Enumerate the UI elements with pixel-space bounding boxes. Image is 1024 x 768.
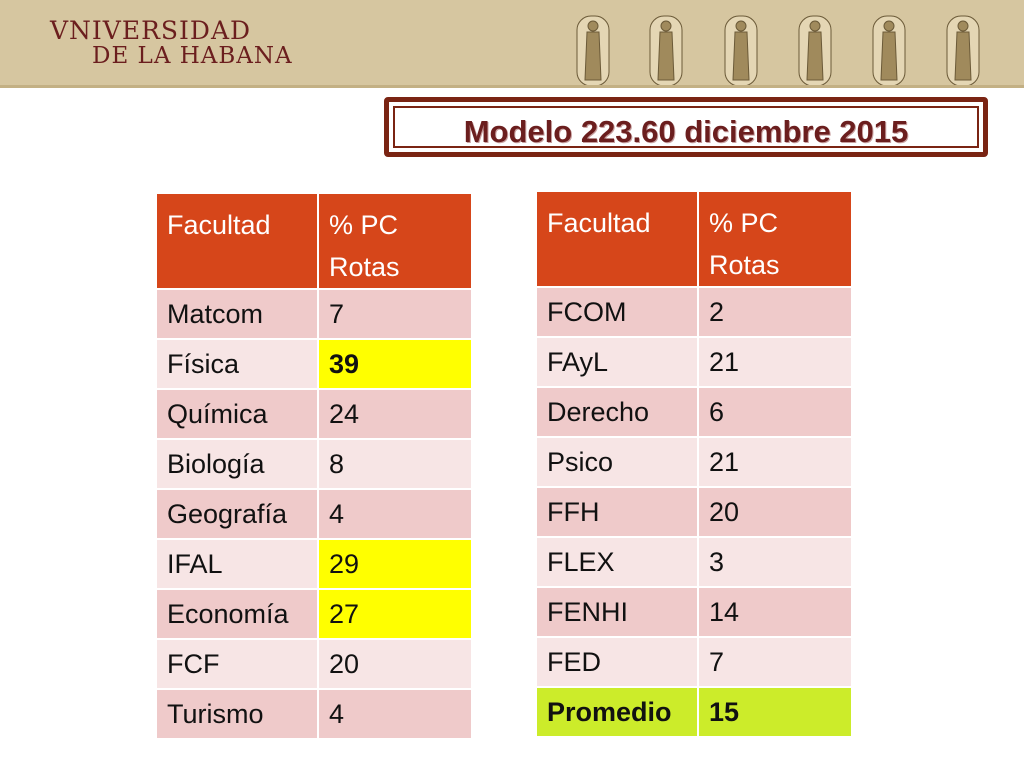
cell-value-highlighted: 39: [317, 338, 473, 390]
header-facultad: Facultad: [535, 190, 699, 288]
cell-facultad: Derecho: [535, 386, 699, 438]
cell-value: 20: [317, 638, 473, 690]
header-pc-rotas: % PC Rotas: [317, 192, 473, 290]
cell-value: 4: [317, 688, 473, 740]
table-left: Facultad % PC Rotas Matcom 7 Física 39 Qu…: [155, 192, 473, 740]
table-row: Turismo 4: [155, 688, 473, 740]
table-row: FLEX 3: [535, 536, 853, 588]
table-right: Facultad % PC Rotas FCOM 2 FAyL 21 Derech…: [535, 190, 853, 738]
table-row: Biología 8: [155, 438, 473, 490]
cell-facultad: IFAL: [155, 538, 319, 590]
cell-value-highlighted: 29: [317, 538, 473, 590]
cell-promedio-label: Promedio: [535, 686, 699, 738]
cell-value: 14: [697, 586, 853, 638]
table-row: Derecho 6: [535, 386, 853, 438]
cell-facultad: Biología: [155, 438, 319, 490]
table-row: FED 7: [535, 636, 853, 688]
cell-facultad: FED: [535, 636, 699, 688]
cell-value: 21: [697, 436, 853, 488]
statue-icon: [649, 15, 683, 87]
table-row: FCF 20: [155, 638, 473, 690]
cell-value: 2: [697, 286, 853, 338]
statues-decoration: [576, 15, 980, 87]
logo-line-1: VNIVERSIDAD: [50, 16, 252, 45]
statue-icon: [576, 15, 610, 87]
table-row: Física 39: [155, 338, 473, 390]
header-facultad: Facultad: [155, 192, 319, 290]
cell-facultad: FCOM: [535, 286, 699, 338]
cell-value: 4: [317, 488, 473, 540]
table-row: FAyL 21: [535, 336, 853, 388]
header-rotas: Rotas: [709, 250, 780, 280]
table-row: Psico 21: [535, 436, 853, 488]
table-row: FFH 20: [535, 486, 853, 538]
cell-facultad: Economía: [155, 588, 319, 640]
table-row: FCOM 2: [535, 286, 853, 338]
cell-value: 20: [697, 486, 853, 538]
table-row: IFAL 29: [155, 538, 473, 590]
cell-facultad: Turismo: [155, 688, 319, 740]
statue-icon: [798, 15, 832, 87]
cell-facultad: FENHI: [535, 586, 699, 638]
statue-icon: [872, 15, 906, 87]
table-row: FENHI 14: [535, 586, 853, 638]
cell-value: 21: [697, 336, 853, 388]
header-band: VNIVERSIDAD DE LA HABANA: [0, 0, 1024, 88]
cell-facultad: Matcom: [155, 288, 319, 340]
cell-facultad: Química: [155, 388, 319, 440]
cell-facultad: Geografía: [155, 488, 319, 540]
cell-value: 7: [317, 288, 473, 340]
cell-facultad: FAyL: [535, 336, 699, 388]
table-row: Economía 27: [155, 588, 473, 640]
cell-value-highlighted: 27: [317, 588, 473, 640]
statue-icon: [724, 15, 758, 87]
table-header-row: Facultad % PC Rotas: [535, 190, 853, 288]
logo-line-2: DE LA HABANA: [92, 43, 293, 70]
title-box: Modelo 223.60 diciembre 2015: [384, 97, 988, 157]
cell-facultad: Psico: [535, 436, 699, 488]
cell-value: 8: [317, 438, 473, 490]
title-box-inner-border: [393, 106, 979, 148]
table-header-row: Facultad % PC Rotas: [155, 192, 473, 290]
table-row-average: Promedio 15: [535, 686, 853, 738]
cell-value: 7: [697, 636, 853, 688]
cell-facultad: FLEX: [535, 536, 699, 588]
cell-value: 6: [697, 386, 853, 438]
cell-value: 3: [697, 536, 853, 588]
header-pc: % PC: [329, 210, 399, 240]
table-row: Química 24: [155, 388, 473, 440]
cell-facultad: FCF: [155, 638, 319, 690]
table-row: Matcom 7: [155, 288, 473, 340]
slide-title: Modelo 223.60 diciembre 2015: [463, 114, 909, 149]
cell-promedio-value: 15: [697, 686, 853, 738]
cell-facultad: FFH: [535, 486, 699, 538]
cell-value: 24: [317, 388, 473, 440]
header-pc: % PC: [709, 208, 779, 238]
header-rotas: Rotas: [329, 252, 400, 282]
table-row: Geografía 4: [155, 488, 473, 540]
cell-facultad: Física: [155, 338, 319, 390]
statue-icon: [946, 15, 980, 87]
university-logo: VNIVERSIDAD DE LA HABANA: [50, 16, 293, 70]
header-pc-rotas: % PC Rotas: [697, 190, 853, 288]
